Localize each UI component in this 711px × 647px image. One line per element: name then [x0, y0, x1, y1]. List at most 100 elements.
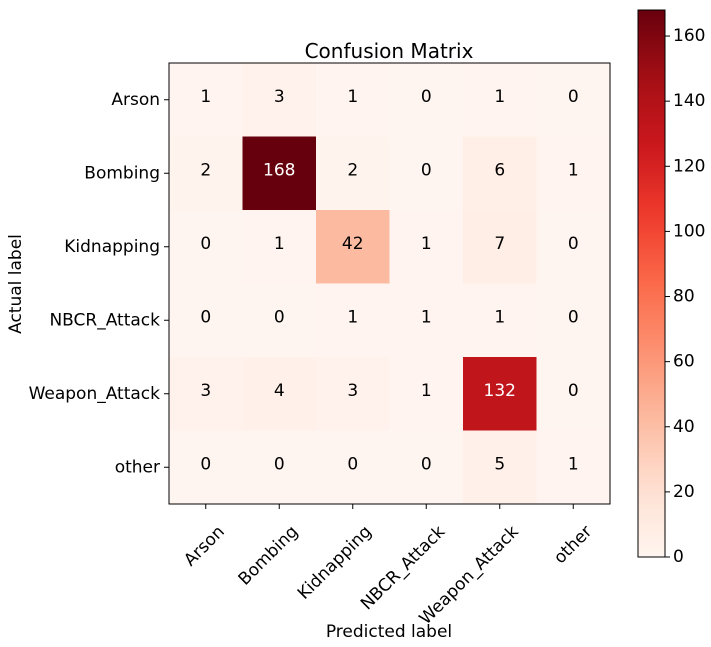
cell-r1-c1: [242, 136, 317, 211]
cell-r4-c4: [463, 357, 537, 431]
x-tick-label: Kidnapping: [294, 522, 376, 604]
y-tick-label: NBCR_Attack: [49, 310, 160, 330]
cell-value: 1: [421, 234, 432, 254]
colorbar-tick-label: 100: [673, 221, 705, 241]
cell-value: 1: [200, 87, 211, 107]
cell-value: 0: [421, 87, 432, 107]
cell-r2-c0: [169, 210, 243, 284]
cell-value: 2: [347, 160, 358, 180]
cell-r3-c4: [463, 283, 537, 358]
cell-value: 3: [347, 381, 358, 401]
cell-value: 0: [421, 454, 432, 474]
cell-r4-c1: [242, 357, 317, 431]
cell-r2-c1: [242, 210, 317, 284]
cell-value: 0: [274, 307, 285, 327]
colorbar-tick-label: 40: [673, 417, 695, 437]
cell-r5-c0: [169, 430, 243, 505]
heatmap-border: [168, 62, 611, 505]
cell-r5-c3: [389, 430, 464, 505]
cell-r1-c3: [389, 136, 464, 211]
cell-r4-c5: [536, 357, 611, 431]
cell-value: 0: [421, 160, 432, 180]
cell-r1-c0: [169, 136, 243, 211]
cell-r0-c5: [536, 63, 611, 137]
colorbar-tick-label: 140: [673, 91, 705, 111]
cell-value: 0: [200, 307, 211, 327]
cell-r4-c3: [389, 357, 464, 431]
cell-r5-c1: [242, 430, 317, 505]
x-tick-label: other: [550, 522, 596, 568]
cell-r2-c3: [389, 210, 464, 284]
cell-r3-c1: [242, 283, 317, 358]
cell-value: 1: [568, 454, 579, 474]
cell-r1-c5: [536, 136, 611, 211]
cell-value: 1: [568, 160, 579, 180]
cell-value: 0: [200, 234, 211, 254]
cell-value: 1: [347, 307, 358, 327]
cell-r3-c2: [316, 283, 390, 358]
colorbar-tick-label: 120: [673, 156, 705, 176]
cell-value: 1: [274, 234, 285, 254]
cell-value: 7: [494, 234, 505, 254]
cell-value: 0: [568, 87, 579, 107]
cell-r2-c5: [536, 210, 611, 284]
cell-r0-c3: [389, 63, 464, 137]
colorbar-tick-label: 80: [673, 287, 695, 307]
cell-value: 1: [421, 381, 432, 401]
cell-r0-c2: [316, 63, 390, 137]
colorbar: 0 20 40 60 80 100 120 140 160: [637, 9, 705, 567]
colorbar-tick-label: 60: [673, 352, 695, 372]
cell-r5-c5: [536, 430, 611, 505]
cell-r4-c0: [169, 357, 243, 431]
x-tick-label: Arson: [180, 522, 229, 571]
y-tick-label: Arson: [111, 90, 160, 110]
cell-value: 2: [200, 160, 211, 180]
cell-value: 0: [568, 234, 579, 254]
cell-value: 5: [494, 454, 505, 474]
x-axis-label: Predicted label: [326, 622, 452, 642]
cell-value: 0: [274, 454, 285, 474]
y-tick-label: other: [115, 457, 160, 477]
cell-value: 4: [274, 381, 285, 401]
cell-r3-c0: [169, 283, 243, 358]
cell-value: 42: [342, 234, 364, 254]
cell-r1-c4: [463, 136, 537, 211]
cell-value: 1: [494, 307, 505, 327]
y-tick-label: Weapon_Attack: [29, 384, 161, 404]
heatmap-layer: 1 3 1 0 1 0 2 168 2 0 6 1 0 1 42 1 7 0 0 0 1 1 1 0 3 4 3 1 132 0 0 0 0 0 5…: [29, 62, 611, 629]
colorbar-tick-label: 160: [673, 26, 705, 46]
x-tick-label: Bombing: [235, 522, 303, 590]
cell-value: 0: [347, 454, 358, 474]
cell-r2-c4: [463, 210, 537, 284]
colorbar-tick-label: 0: [673, 547, 684, 567]
cell-r3-c3: [389, 283, 464, 358]
y-axis-label: Actual label: [6, 234, 26, 334]
cell-value: 3: [200, 381, 211, 401]
cell-value: 6: [494, 160, 505, 180]
y-tick-label: Kidnapping: [64, 237, 160, 257]
cell-value: 0: [568, 307, 579, 327]
colorbar-gradient: [637, 9, 666, 558]
cell-r5-c2: [316, 430, 390, 505]
cell-r3-c5: [536, 283, 611, 358]
cell-value: 168: [263, 160, 295, 180]
colorbar-tick-label: 20: [673, 482, 695, 502]
cell-r0-c4: [463, 63, 537, 137]
cell-value: 1: [421, 307, 432, 327]
chart-title: Confusion Matrix: [305, 39, 474, 63]
cell-value: 0: [200, 454, 211, 474]
cell-value: 3: [274, 87, 285, 107]
cell-r5-c4: [463, 430, 537, 505]
cell-r4-c2: [316, 357, 390, 431]
cell-r0-c0: [169, 63, 243, 137]
cell-value: 1: [347, 87, 358, 107]
cell-r1-c2: [316, 136, 390, 211]
cell-r2-c2: [316, 210, 390, 284]
cell-value: 132: [484, 381, 516, 401]
cell-value: 0: [568, 381, 579, 401]
cell-r0-c1: [242, 63, 317, 137]
cell-value: 1: [494, 87, 505, 107]
y-tick-label: Bombing: [84, 163, 160, 183]
